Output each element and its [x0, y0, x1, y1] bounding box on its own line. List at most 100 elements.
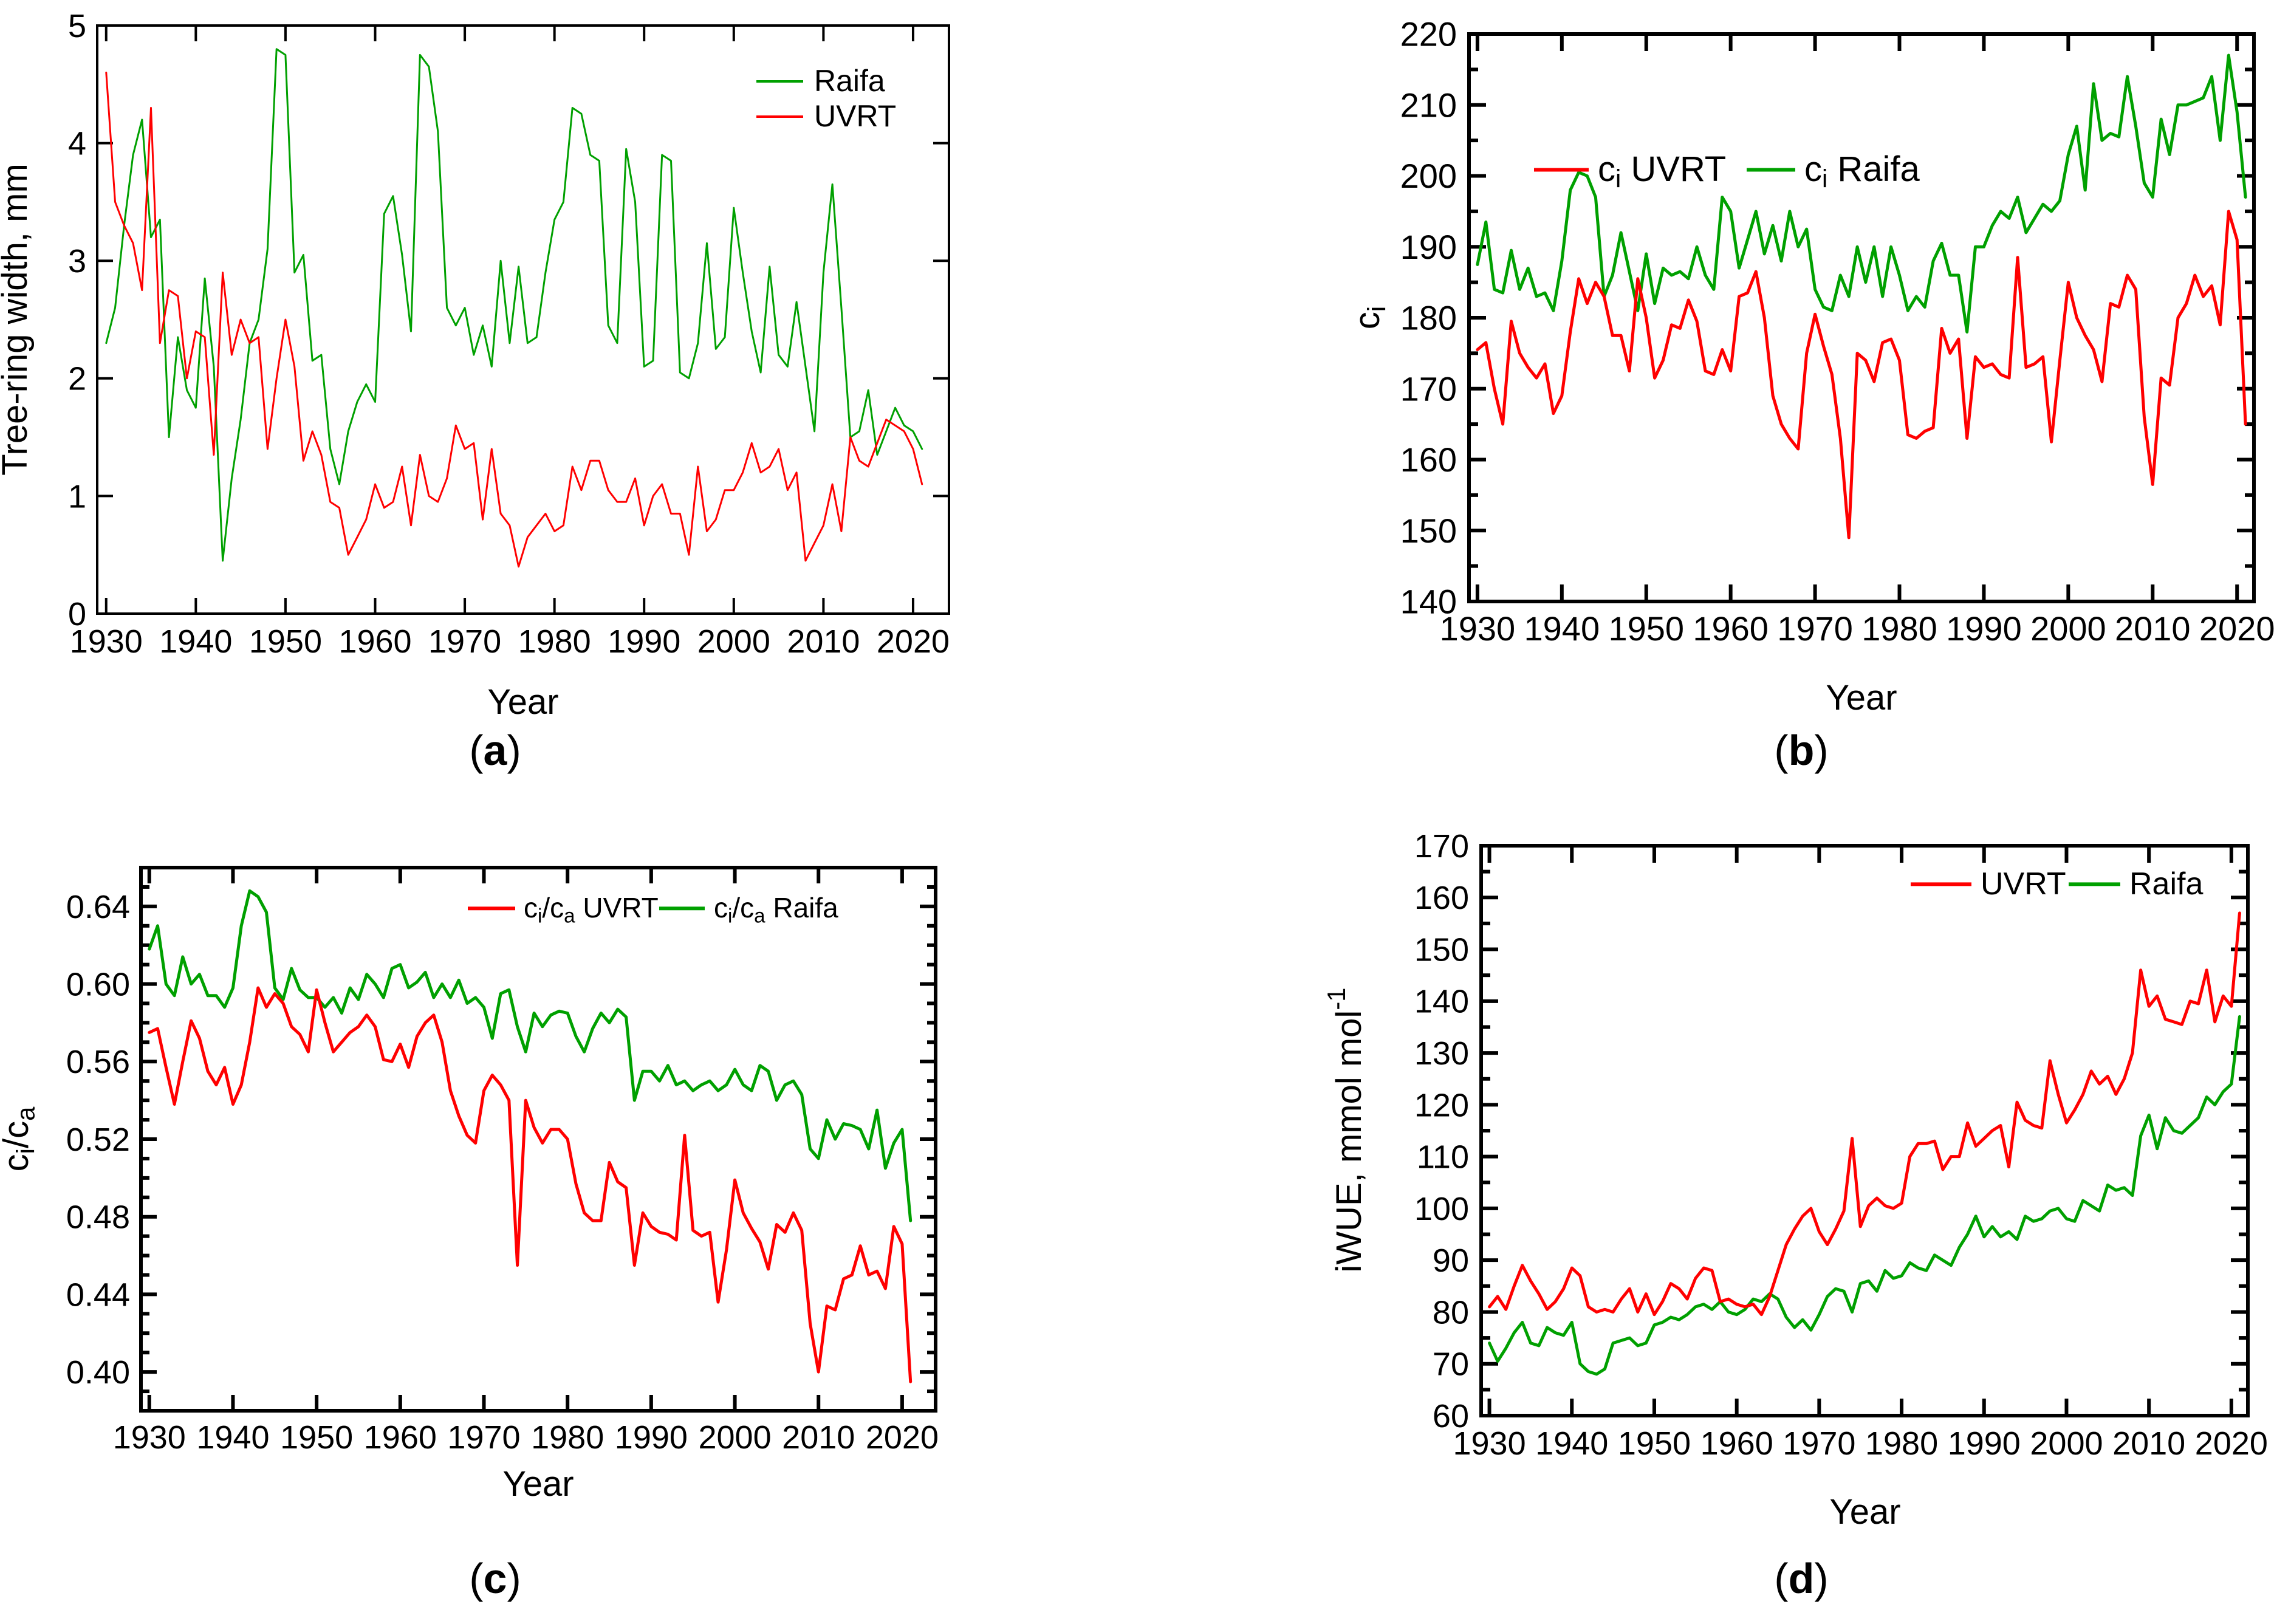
y-axis-title: iWUE, mmol mol-1	[1322, 988, 1369, 1273]
x-tick-label: 1990	[608, 623, 680, 660]
panel-a: 0 1 2 3 4 5 1930 1940 1950 1960 1970 1980 1990 2000 20…	[0, 0, 1033, 814]
caption-c: (c)	[361, 1554, 629, 1603]
x-tick-label: 2020	[2195, 1425, 2268, 1462]
y-tick-label: 130	[1414, 1035, 1469, 1072]
y-tick-label: 180	[1400, 299, 1457, 337]
panel-c: 0.40 0.44 0.48 0.52 0.56 0.60 0.64 1930 1940 1950…	[0, 814, 1033, 1624]
x-tick-label: 1950	[1618, 1425, 1691, 1462]
y-tick-label: 1	[68, 478, 86, 515]
legend: ci/ca UVRT ci/ca Raifa	[468, 892, 838, 927]
x-tick-label: 2020	[866, 1419, 939, 1456]
x-tick-label: 2000	[2030, 609, 2106, 648]
y-tick-label: 70	[1433, 1346, 1469, 1383]
legend: ci UVRT ci Raifa	[1534, 149, 1920, 193]
chart-d-iwue: 60 70 80 90 100 110 120 130 140 150 160 170 1930 1940…	[1322, 828, 2268, 1532]
panel-d: 60 70 80 90 100 110 120 130 140 150 160 170 1930 1940…	[1312, 814, 2291, 1624]
y-tick-label: 170	[1414, 828, 1469, 865]
y-tick-label: 200	[1400, 157, 1457, 195]
x-tick-label: 1980	[1865, 1425, 1938, 1462]
legend-label-uvrt: ci UVRT	[1598, 149, 1726, 193]
y-tick-label: 120	[1414, 1087, 1469, 1123]
y-axis-title: ci	[1348, 306, 1391, 329]
x-tick-label: 1980	[1861, 609, 1937, 648]
chart-a-tree-ring-width: 0 1 2 3 4 5 1930 1940 1950 1960 1970 1980 1990 2000 20…	[0, 8, 950, 722]
caption-a-text: (a)	[469, 727, 521, 774]
x-tick-label: 1930	[113, 1419, 186, 1456]
series-group	[1488, 911, 2241, 1376]
series-line-uvrt	[148, 986, 913, 1383]
legend-label-uvrt: UVRT	[814, 99, 896, 133]
y-tick-label: 4	[68, 126, 86, 162]
caption-d-text: (d)	[1774, 1555, 1829, 1602]
y-tick-label: 80	[1433, 1294, 1469, 1331]
legend-label-raifa: ci/ca Raifa	[714, 892, 838, 927]
y-tick-label: 160	[1414, 880, 1469, 916]
x-tick-label: 1980	[531, 1419, 604, 1456]
legend-label-raifa: Raifa	[814, 64, 885, 98]
x-tick-label: 2010	[2115, 609, 2191, 648]
y-tick-label: 170	[1400, 369, 1457, 408]
x-tick-label: 1940	[196, 1419, 269, 1456]
y-tick-label: 60	[1433, 1398, 1469, 1434]
y-tick-label: 150	[1414, 931, 1469, 968]
x-tick-label: 2000	[2030, 1425, 2103, 1462]
y-tick-label: 0.40	[66, 1354, 130, 1391]
series-line-uvrt	[1488, 911, 2241, 1317]
series-line-uvrt	[1476, 210, 2247, 540]
x-tick-label: 1930	[70, 623, 143, 660]
x-tick-label: 1930	[1440, 609, 1516, 648]
x-tick-label: 1940	[1524, 609, 1600, 648]
x-axis-title: Year	[1829, 1492, 1900, 1532]
series-group	[105, 48, 923, 568]
series-line-raifa	[105, 48, 923, 562]
y-tick-label: 160	[1400, 440, 1457, 479]
x-tick-label: 1950	[280, 1419, 353, 1456]
series-group	[148, 889, 913, 1383]
x-tick-label: 1940	[159, 623, 232, 660]
x-tick-label: 1960	[338, 623, 411, 660]
axes: 0.40 0.44 0.48 0.52 0.56 0.60 0.64 1930 1940 1950…	[66, 866, 939, 1456]
y-tick-label: 220	[1400, 15, 1457, 53]
x-tick-label: 2010	[782, 1419, 855, 1456]
chart-c-ci-ca-ratio: 0.40 0.44 0.48 0.52 0.56 0.60 0.64 1930 1940 1950…	[0, 866, 939, 1504]
panel-b: 140 150 160 170 180 190 200 210 220 1930 1940 1950 1…	[1312, 0, 2291, 814]
x-tick-label: 1970	[428, 623, 501, 660]
y-tick-label: 210	[1400, 86, 1457, 124]
series-line-raifa	[1476, 53, 2247, 334]
y-tick-label: 0.44	[66, 1276, 130, 1313]
y-tick-label: 3	[68, 243, 86, 279]
y-tick-label: 0.56	[66, 1044, 130, 1080]
x-axis-title: Year	[502, 1464, 574, 1504]
y-axis-title: ci/ca	[0, 1106, 39, 1171]
x-tick-label: 1970	[1782, 1425, 1855, 1462]
series-line-raifa	[148, 889, 913, 1222]
series-group	[1476, 53, 2247, 540]
y-tick-label: 0.48	[66, 1199, 130, 1236]
caption-d: (d)	[1668, 1554, 1935, 1603]
x-tick-label: 1960	[364, 1419, 437, 1456]
y-tick-label: 140	[1414, 984, 1469, 1020]
x-tick-label: 1990	[1948, 1425, 2021, 1462]
x-axis-title: Year	[487, 682, 558, 722]
x-tick-label: 2020	[877, 623, 950, 660]
series-line-raifa	[1488, 1015, 2241, 1376]
y-tick-label: 90	[1433, 1242, 1469, 1279]
legend-label-uvrt: ci/ca UVRT	[524, 892, 659, 927]
axes: 0 1 2 3 4 5 1930 1940 1950 1960 1970 1980 1990 2000 20…	[68, 8, 950, 660]
legend-label-raifa: ci Raifa	[1804, 149, 1920, 193]
x-tick-label: 1960	[1693, 609, 1769, 648]
y-tick-label: 190	[1400, 228, 1457, 266]
x-tick-label: 1950	[1608, 609, 1684, 648]
x-tick-label: 2010	[2112, 1425, 2185, 1462]
x-tick-label: 1980	[518, 623, 591, 660]
x-tick-label: 2010	[787, 623, 860, 660]
y-tick-label: 0.52	[66, 1122, 130, 1158]
x-tick-label: 2000	[697, 623, 770, 660]
y-tick-label: 0.64	[66, 889, 130, 925]
legend-label-uvrt: UVRT	[1981, 866, 2066, 902]
legend: UVRT Raifa	[1911, 866, 2203, 902]
